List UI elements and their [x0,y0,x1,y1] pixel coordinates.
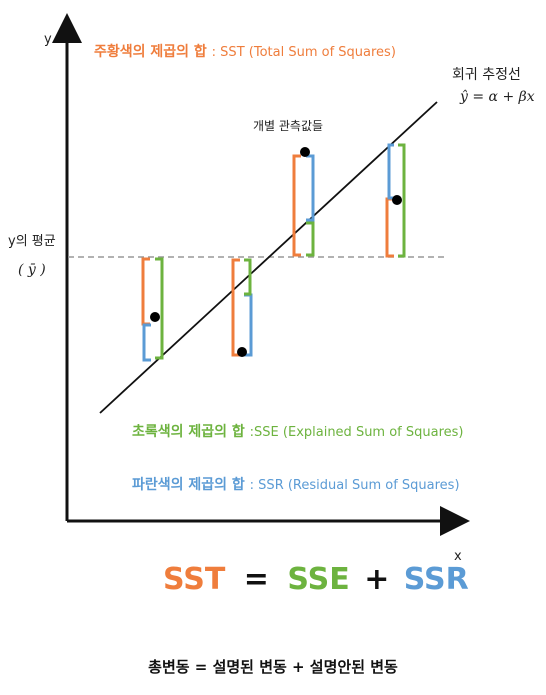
mean-symbol: ( ȳ ) [18,262,46,278]
observation-group-2 [231,258,253,357]
ssr-legend: 파란색의 제곱의 합 : SSR (Residual Sum of Square… [132,478,460,492]
ssr-legend-ko: 파란색의 제곱의 합 [132,477,245,493]
data-point-3 [300,147,310,157]
sse-bracket-1 [155,257,164,360]
sst-bracket-4 [385,197,394,258]
equation-sse: SSE [287,562,350,597]
decomposition-equation: SST = SSE + SSR [163,565,469,595]
x-axis-label: x [454,549,462,564]
sse-legend-en: :SSE (Explained Sum of Squares) [249,425,464,440]
sst-legend-en: : SST (Total Sum of Squares) [211,45,396,60]
data-point-2 [237,347,247,357]
ssr-bracket-1 [142,323,151,362]
observed-values-label: 개별 관측값들 [253,119,324,133]
equation-equals: = [243,562,269,597]
observation-group-1 [141,257,164,362]
ssr-bracket-2 [244,293,253,357]
sst-bracket-2 [231,258,240,357]
sst-bracket-3 [292,154,301,257]
data-point-1 [150,312,160,322]
sst-legend: 주황색의 제곱의 합 : SST (Total Sum of Squares) [94,45,396,59]
regression-title: 회귀 추정선 [452,67,521,83]
sse-legend: 초록색의 제곱의 합 :SSE (Explained Sum of Square… [132,425,464,439]
sst-bracket-1 [141,257,150,326]
sse-bracket-4 [398,143,406,258]
caption: 총변동 = 설명된 변동 + 설명안된 변동 [148,658,398,676]
data-point-4 [392,195,402,205]
ssr-bracket-3 [306,154,315,222]
regression-formula: ŷ = α + βx [460,89,535,105]
equation-ssr: SSR [403,562,469,597]
observation-group-3 [292,147,315,257]
regression-line [99,101,438,414]
y-axis-label: y [44,32,52,47]
equation-plus: + [364,562,390,597]
sse-bracket-3 [306,221,315,257]
observation-group-4 [385,143,406,258]
sst-legend-ko: 주황색의 제곱의 합 [94,44,207,60]
equation-sst: SST [163,562,226,597]
ssr-legend-en: : SSR (Residual Sum of Squares) [249,478,460,493]
sse-legend-ko: 초록색의 제곱의 합 [132,424,245,440]
ssr-bracket-4 [387,143,394,200]
sse-bracket-2 [244,258,252,296]
mean-label: y의 평균 [8,234,56,249]
